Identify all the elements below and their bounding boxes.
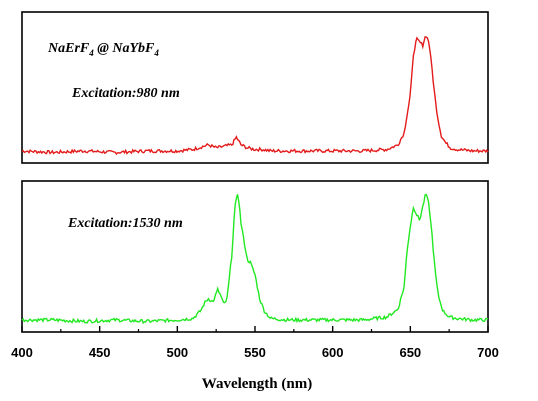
series-line-1530 <box>21 193 489 325</box>
x-tick-label: 550 <box>244 345 266 360</box>
plot-frame-bottom <box>21 180 489 333</box>
sample-label-mid: @ NaYbF <box>94 41 155 56</box>
x-tick-label: 700 <box>477 345 499 360</box>
panel-bottom: Excitation:1530 nm <box>21 180 489 333</box>
x-tick-label: 400 <box>11 345 33 360</box>
sample-label-base: NaErF <box>47 41 90 56</box>
series-line-980 <box>21 36 489 156</box>
x-axis-title: Wavelength (nm) <box>202 376 312 392</box>
sample-label-sub2: 4 <box>153 48 159 58</box>
sample-label-sub1: 4 <box>88 48 94 58</box>
x-tick-label: 450 <box>89 345 111 360</box>
plot-frame-top <box>21 11 489 164</box>
excitation-label-bottom: Excitation:1530 nm <box>67 216 183 231</box>
sample-label: NaErF4 @ NaYbF4 <box>47 41 159 58</box>
x-tick-label: 600 <box>322 345 344 360</box>
x-tick-label: 500 <box>166 345 188 360</box>
excitation-label-top: Excitation:980 nm <box>71 86 180 101</box>
x-axis: 400 450 500 550 600 650 700 <box>11 326 499 360</box>
panel-top: NaErF4 @ NaYbF4 Excitation:980 nm <box>21 11 489 164</box>
x-tick-label: 650 <box>399 345 421 360</box>
